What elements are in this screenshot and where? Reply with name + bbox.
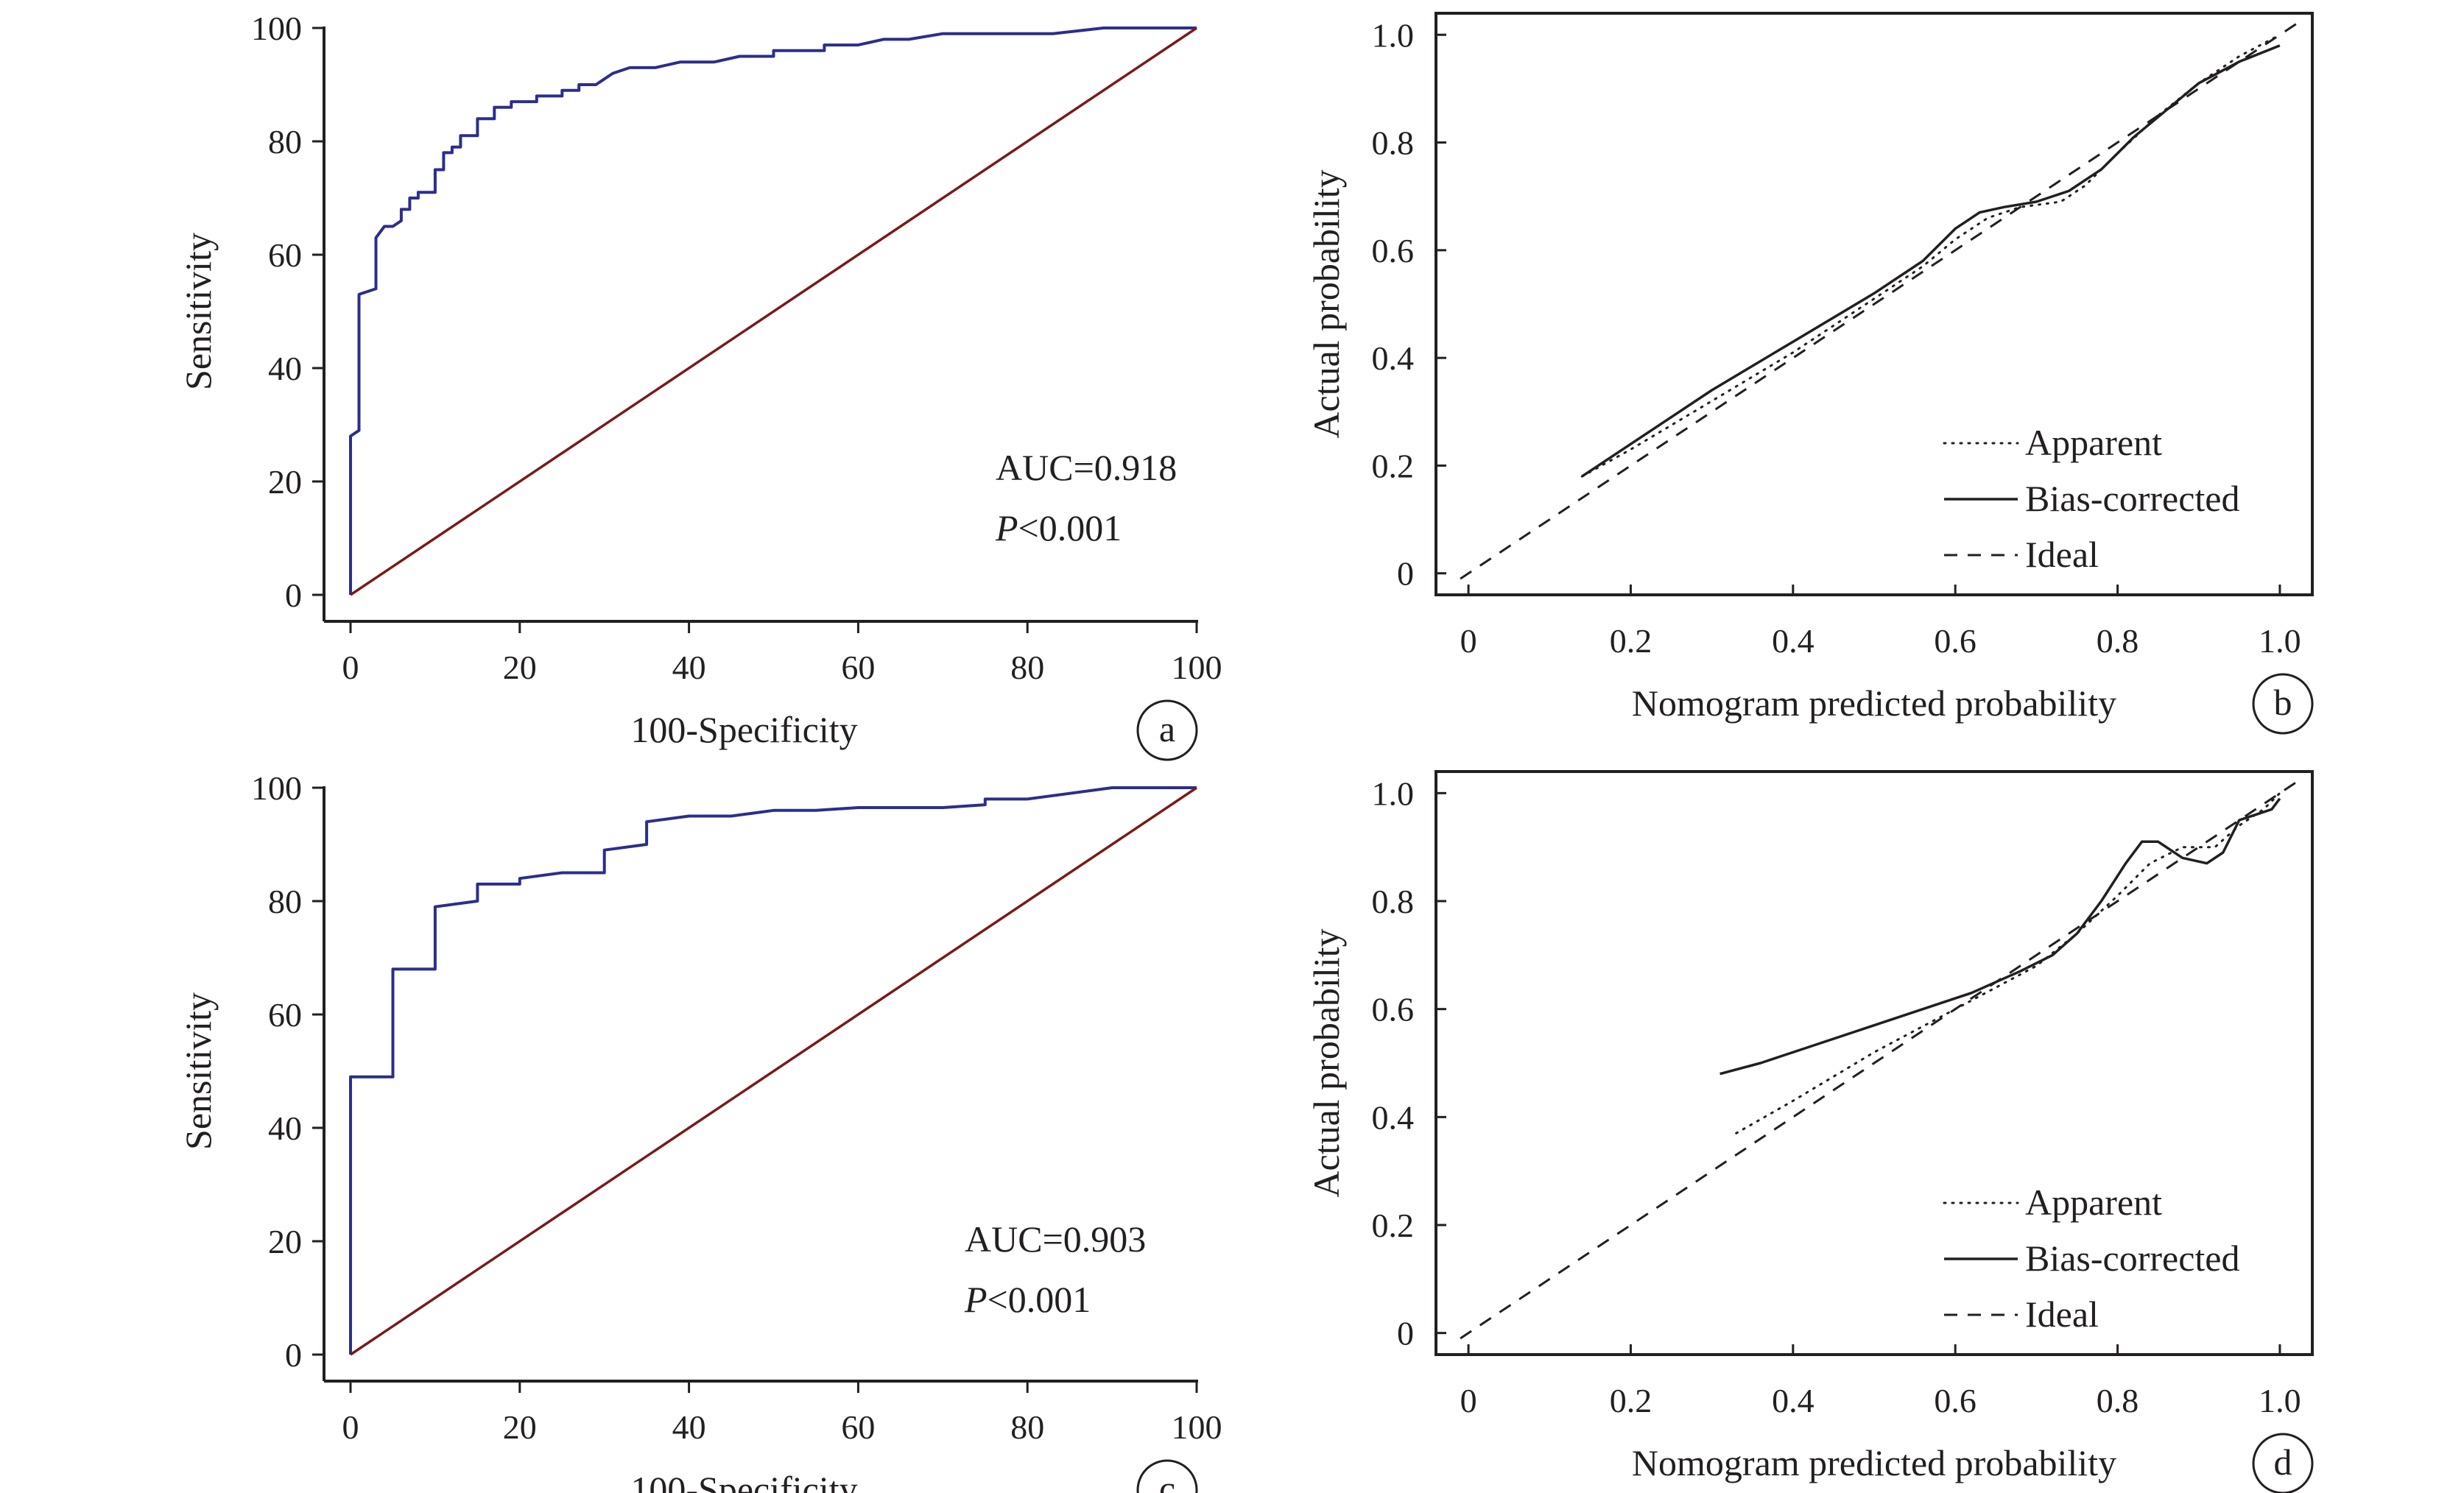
x-axis-title: 100-Specificity — [630, 1469, 857, 1493]
x-tick-label: 100 — [1172, 1408, 1222, 1446]
apparent-line — [1580, 33, 2281, 478]
roc-curve — [349, 786, 1197, 1355]
y-tick-label: 0.4 — [1372, 1098, 1415, 1136]
bias-corrected-line — [1581, 44, 2281, 478]
y-tick-label: 0.2 — [1372, 1207, 1415, 1244]
x-tick-label: 1.0 — [2259, 622, 2301, 660]
y-tick-label: 0.8 — [1372, 124, 1415, 162]
p-value-threshold: <0.001 — [1018, 507, 1122, 548]
y-tick-label: 60 — [268, 996, 302, 1034]
plot-frame — [1435, 770, 2314, 1356]
x-tick-label: 0.2 — [1610, 1382, 1652, 1419]
x-tick-label: 0.6 — [1934, 622, 1977, 660]
y-tick-label: 1.0 — [1372, 16, 1415, 54]
x-tick-label: 0.4 — [1772, 1382, 1814, 1419]
reference-line — [350, 27, 1197, 596]
y-tick-label: 1.0 — [1372, 774, 1415, 812]
ideal-line — [1460, 781, 2297, 1340]
p-value-label: P<0.001 — [964, 1279, 1091, 1320]
legend-label: Apparent — [2025, 422, 2162, 463]
x-axis-title: 100-Specificity — [630, 709, 857, 750]
x-axis-title: Nomogram predicted probability — [1632, 1442, 2116, 1483]
panel-tag: c — [1159, 1468, 1175, 1493]
panel-c: 0 20 40 60 80 100 0 20 40 60 80 100 100-Specificity S… — [177, 769, 1222, 1493]
y-tick-label: 60 — [268, 236, 302, 274]
y-axis-title: Actual probability — [1306, 169, 1347, 438]
reference-line — [350, 786, 1197, 1356]
panel-b: 0 0.2 0.4 0.6 0.8 1.0 0 0.2 0.4 0.6 0.8 1.0 Nomogram… — [1306, 12, 2314, 735]
auc-label: AUC=0.903 — [965, 1218, 1146, 1260]
x-tick-label: 0.2 — [1610, 622, 1652, 660]
x-tick-label: 0 — [1460, 622, 1477, 660]
y-tick-label: 0.4 — [1372, 339, 1415, 377]
x-tick-label: 60 — [841, 1408, 875, 1446]
x-tick-label: 0.6 — [1934, 1382, 1977, 1419]
x-tick-label: 0 — [1460, 1382, 1477, 1419]
y-tick-label: 100 — [251, 769, 302, 807]
x-tick-label: 20 — [503, 1408, 537, 1446]
y-axis-title: Sensitivity — [177, 233, 219, 390]
panel-tag-circle — [1136, 1459, 1198, 1493]
panel-d: 0 0.2 0.4 0.6 0.8 1.0 0 0.2 0.4 0.6 0.8 1.0 Nomogram… — [1306, 770, 2314, 1493]
x-tick-label: 0.4 — [1772, 622, 1814, 660]
y-tick-label: 80 — [268, 883, 302, 920]
y-tick-label: 40 — [268, 1109, 302, 1147]
y-tick-label: 80 — [268, 123, 302, 160]
y-tick-label: 0.2 — [1372, 447, 1415, 484]
y-tick-label: 0 — [1397, 1315, 1414, 1352]
p-value-label: P<0.001 — [995, 507, 1122, 548]
ideal-line — [1460, 23, 2297, 580]
x-tick-label: 80 — [1010, 1408, 1044, 1446]
p-value-threshold: <0.001 — [988, 1279, 1091, 1320]
x-tick-label: 0.8 — [2097, 1382, 2139, 1419]
x-tick-label: 40 — [672, 649, 706, 686]
y-tick-label: 0.6 — [1372, 232, 1415, 269]
legend-label: Apparent — [2025, 1182, 2162, 1223]
legend-label: Bias-corrected — [2025, 478, 2240, 519]
x-tick-label: 0.8 — [2097, 622, 2139, 660]
panel-tag-circle — [1136, 699, 1198, 761]
y-tick-label: 100 — [251, 10, 302, 47]
y-tick-label: 20 — [268, 463, 302, 501]
y-tick-label: 0 — [285, 1336, 302, 1374]
x-tick-label: 0 — [342, 649, 359, 686]
y-axis-title: Actual probability — [1306, 928, 1347, 1197]
x-tick-label: 20 — [503, 649, 537, 686]
panel-tag: b — [2274, 682, 2292, 723]
p-value-letter: P — [964, 1279, 988, 1320]
legend-label: Bias-corrected — [2025, 1238, 2240, 1279]
apparent-line — [1735, 791, 2281, 1134]
y-tick-label: 0 — [1397, 555, 1414, 593]
panel-tag-circle — [2252, 673, 2314, 735]
x-tick-label: 1.0 — [2259, 1382, 2301, 1419]
roc-curve — [349, 27, 1197, 595]
legend-label: Ideal — [2025, 1293, 2099, 1335]
p-value-letter: P — [995, 507, 1018, 548]
bias-corrected-line — [1719, 797, 2281, 1076]
y-tick-label: 20 — [268, 1223, 302, 1260]
panel-tag: d — [2274, 1441, 2292, 1483]
x-tick-label: 0 — [342, 1408, 359, 1446]
x-tick-label: 60 — [841, 649, 875, 686]
panel-a: 0 20 40 60 80 100 0 20 40 60 80 100 100-Specificity S… — [177, 10, 1222, 761]
y-tick-label: 0.8 — [1372, 883, 1415, 920]
x-tick-label: 100 — [1172, 649, 1222, 686]
x-tick-label: 80 — [1010, 649, 1044, 686]
auc-label: AUC=0.918 — [996, 447, 1177, 488]
y-tick-label: 40 — [268, 350, 302, 387]
panel-tag: a — [1159, 708, 1175, 749]
plot-frame — [1435, 12, 2314, 596]
x-axis-title: Nomogram predicted probability — [1632, 682, 2116, 724]
y-axis-title: Sensitivity — [177, 992, 219, 1150]
panel-tag-circle — [2252, 1433, 2314, 1493]
y-tick-label: 0 — [285, 576, 302, 614]
x-tick-label: 40 — [672, 1408, 706, 1446]
y-tick-label: 0.6 — [1372, 991, 1415, 1028]
legend-label: Ideal — [2025, 534, 2099, 575]
